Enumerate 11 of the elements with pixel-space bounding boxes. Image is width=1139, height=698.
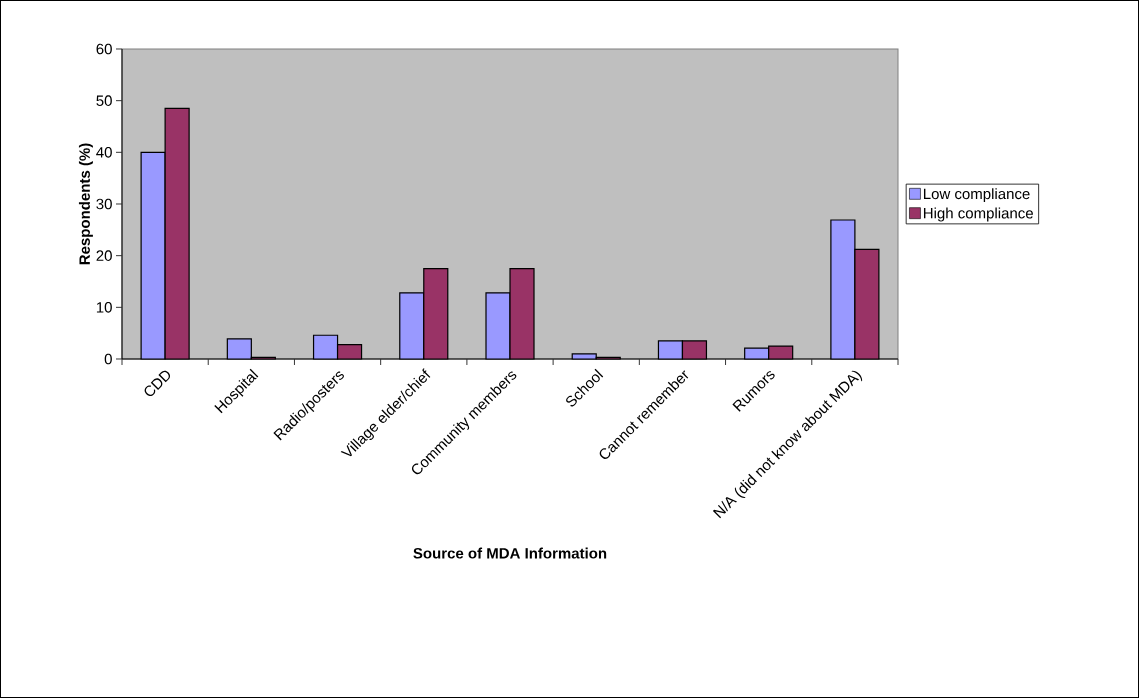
x-axis-title: Source of MDA Information — [413, 547, 607, 559]
y-tick-label: 20 — [96, 250, 112, 261]
y-tick-label: 50 — [96, 95, 112, 106]
y-tick-label: 60 — [96, 43, 112, 55]
y-tick-label: 30 — [96, 198, 112, 210]
legend-label: High compliance — [923, 207, 1033, 222]
y-tick-label: 40 — [96, 147, 112, 158]
y-axis-title: Respondents (%) — [78, 143, 93, 265]
y-tick-label: 10 — [96, 302, 112, 313]
legend-label: Low compliance — [923, 188, 1030, 203]
y-tick-label: 0 — [104, 353, 112, 365]
